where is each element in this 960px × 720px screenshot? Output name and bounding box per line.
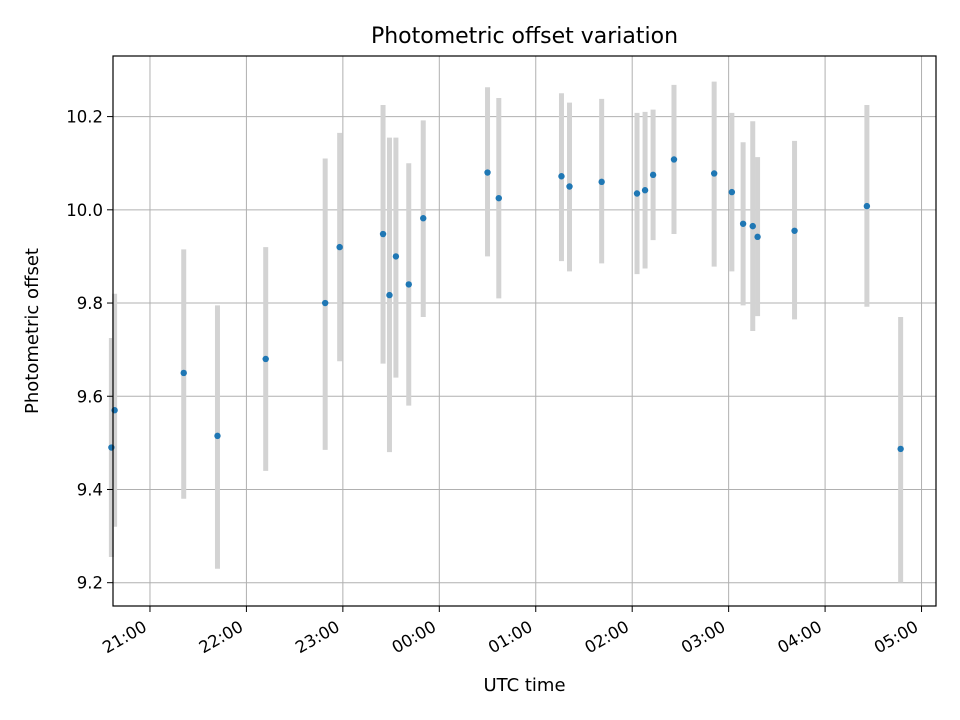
data-point xyxy=(495,194,502,202)
data-point xyxy=(111,407,118,414)
y-tick-label: 10.0 xyxy=(66,201,103,220)
data-point xyxy=(739,220,747,227)
y-tick-label: 9.4 xyxy=(77,480,103,499)
y-tick-label: 9.2 xyxy=(77,574,103,593)
data-point xyxy=(710,170,718,177)
data-point xyxy=(386,291,393,299)
data-point xyxy=(598,178,605,186)
data-point xyxy=(791,227,798,234)
data-point xyxy=(405,281,412,288)
data-point xyxy=(484,169,491,176)
data-point xyxy=(420,215,427,222)
y-tick-label: 9.6 xyxy=(77,387,103,406)
data-point xyxy=(749,222,756,230)
data-point xyxy=(754,233,761,241)
chart-title: Photometric offset variation xyxy=(371,24,678,49)
plot-frame xyxy=(112,55,937,607)
data-point xyxy=(108,444,115,451)
data-point xyxy=(641,187,649,194)
data-point xyxy=(262,355,269,363)
data-point xyxy=(180,369,187,377)
data-point xyxy=(633,190,641,197)
data-point xyxy=(321,299,329,307)
data-point xyxy=(566,183,573,190)
data-point xyxy=(728,188,736,196)
data-point xyxy=(214,432,221,440)
data-point xyxy=(670,156,678,163)
y-tick-label: 9.8 xyxy=(77,294,103,313)
x-axis-label: UTC time xyxy=(483,675,565,696)
data-point xyxy=(379,230,387,238)
data-point xyxy=(336,243,343,251)
y-tick-label: 10.2 xyxy=(66,108,103,127)
data-point xyxy=(392,253,400,260)
grid-lines xyxy=(113,56,936,606)
data-point xyxy=(863,202,871,210)
data-point xyxy=(558,173,565,180)
y-axis-label: Photometric offset xyxy=(22,248,43,414)
y-axis-ticks: 9.2 9.4 9.6 9.8 10.0 10.2 xyxy=(66,108,113,593)
data-point xyxy=(897,445,904,453)
data-point xyxy=(649,171,657,179)
